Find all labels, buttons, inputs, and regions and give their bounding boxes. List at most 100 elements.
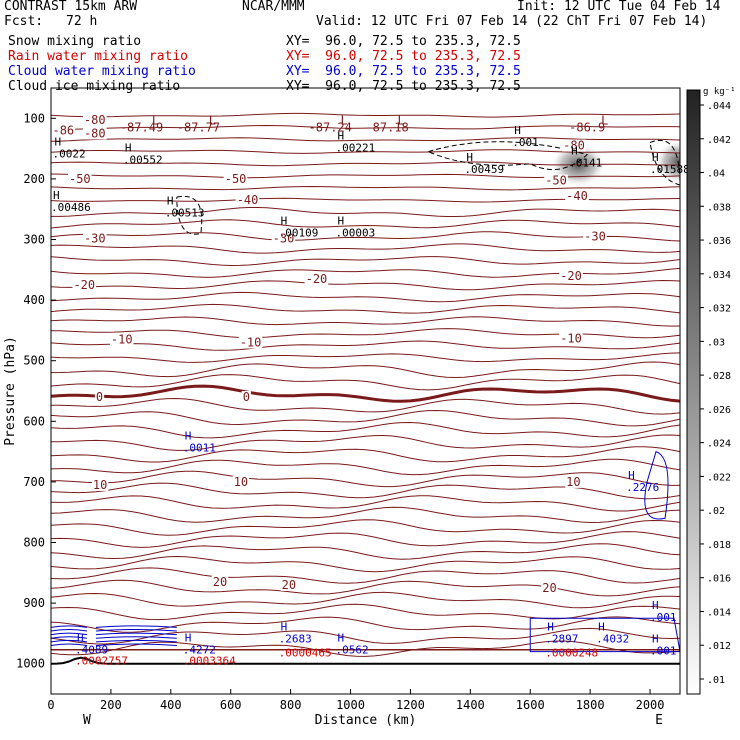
isotherm-line <box>51 506 680 524</box>
temperature-label: -10 <box>560 331 582 345</box>
x-tick-label: 1600 <box>516 698 545 712</box>
isotherm-line <box>51 137 680 142</box>
temperature-label: -50 <box>225 172 247 186</box>
x-axis-label: Distance (km) <box>315 713 417 728</box>
temperature-label: -40 <box>237 193 259 207</box>
x-tick-label: 0 <box>47 698 54 712</box>
x-tick-label: 2000 <box>636 698 665 712</box>
cloud-water-high-value: .001 <box>650 611 677 624</box>
cloud-water-high-marker: H <box>547 620 554 633</box>
temperature-label-bg <box>82 127 107 140</box>
low-marker: L <box>397 113 404 127</box>
field-rain-xy: XY= 96.0, 72.5 to 235.3, 72.5 <box>286 49 521 64</box>
cloud-water-contour <box>51 639 88 643</box>
west-label: W <box>83 713 91 728</box>
cloud-water-high-value: .0011 <box>183 442 216 455</box>
temperature-label: -30 <box>273 231 295 245</box>
y-tick-label: 500 <box>23 354 45 368</box>
temperature-label: 20 <box>542 581 556 595</box>
y-tick-label: 600 <box>23 414 45 428</box>
cloud-water-high-value: .2683 <box>279 632 312 645</box>
cloud-water-high-value: .0562 <box>336 643 369 656</box>
snow-high-value: .001 <box>512 136 539 149</box>
low-marker: L <box>341 113 348 127</box>
temperature-label-bg <box>91 478 109 491</box>
rain-high-value: .0003364 <box>183 654 236 667</box>
low-marker: L <box>209 113 216 127</box>
isotherm-line <box>51 421 680 439</box>
temperature-label: 0 <box>243 390 250 404</box>
cloud-water-high-value: .4032 <box>596 632 629 645</box>
isotherm-line <box>51 173 680 179</box>
isotherm-line <box>51 409 680 427</box>
colorbar-tick-label: .028 <box>707 371 731 382</box>
temperature-label-bg <box>51 124 76 137</box>
isotherm-line <box>51 627 680 645</box>
low-value: -87.77 <box>177 121 220 135</box>
cloud-water-contour <box>51 632 88 636</box>
isotherm-line <box>51 397 680 415</box>
cloud-water-contour <box>644 450 669 520</box>
temperature-label: -30 <box>584 229 606 243</box>
colorbar-tick-label: .022 <box>707 472 731 483</box>
temperature-label-bg <box>238 336 263 349</box>
colorbar-tick-label: .01 <box>707 675 725 686</box>
temperature-label: -80 <box>84 126 106 140</box>
colorbar-tick-label: .03 <box>707 337 725 348</box>
isotherm-line <box>51 434 680 451</box>
isotherm-line <box>51 446 680 463</box>
isotherm-line <box>51 231 680 242</box>
snow-high-value: .00552 <box>123 154 163 167</box>
cloud-water-contour <box>95 628 177 632</box>
x-tick-label: 400 <box>160 698 182 712</box>
fcst-value: 72 h <box>66 14 98 29</box>
isotherm-line <box>51 328 680 339</box>
colorbar-tick-label: .032 <box>707 304 731 315</box>
rain-high-value: .0002757 <box>75 654 128 667</box>
snow-high-marker: H <box>281 214 288 227</box>
cloud-water-high-marker: H <box>338 631 345 644</box>
cloud-water-contour <box>95 625 177 628</box>
east-label: E <box>655 713 663 728</box>
cloud-water-high-marker: H <box>652 633 659 646</box>
temperature-label-bg <box>544 174 568 187</box>
temperature-label-bg <box>541 581 558 594</box>
low-marker: L <box>152 113 159 127</box>
isotherm-line <box>51 149 680 154</box>
isotherm-line <box>51 316 680 327</box>
fcst-label: Fcst: <box>4 14 44 29</box>
temperature-label: 20 <box>213 575 227 589</box>
temperature-label: 10 <box>234 475 248 489</box>
temperature-label-bg <box>280 578 298 591</box>
x-tick-label: 800 <box>280 698 302 712</box>
temperature-label: -40 <box>566 189 588 203</box>
field-rain-name: Rain water mixing ratio <box>8 49 189 64</box>
temperature-label-bg <box>565 189 589 202</box>
x-tick-label: 600 <box>220 698 242 712</box>
cloud-water-high-marker: H <box>77 631 84 644</box>
isotherm-line <box>51 352 680 363</box>
snow-high-value: .00459 <box>464 163 504 176</box>
colorbar-tick-label: .018 <box>707 540 731 551</box>
cloud-water-contour <box>51 643 88 647</box>
plot-frame <box>50 87 681 695</box>
temperature-label-bg <box>235 194 260 207</box>
isotherm-line <box>51 374 680 391</box>
x-tick-label: 1000 <box>336 698 365 712</box>
colorbar-tick-label: .038 <box>707 202 731 213</box>
isotherm-line <box>51 555 680 573</box>
temperature-label-bg <box>559 269 583 282</box>
init-time: Init: 12 UTC Tue 04 Feb 14 <box>517 0 721 14</box>
field-cloudice-xy: XY= 96.0, 72.5 to 235.3, 72.5 <box>286 79 521 94</box>
field-cloudice-name: Cloud ice mixing ratio <box>8 79 181 94</box>
isotherm-line <box>51 458 680 476</box>
low-value: -86.9 <box>569 121 605 135</box>
snow-high-marker: H <box>338 214 345 227</box>
colorbar-tick-label: .036 <box>707 236 731 247</box>
low-marker: L <box>601 113 608 127</box>
isotherm-line <box>51 531 680 548</box>
cloud-water-high-marker: H <box>598 620 605 633</box>
snow-high-marker: H <box>652 151 659 164</box>
temperature-label-bg <box>211 575 229 588</box>
